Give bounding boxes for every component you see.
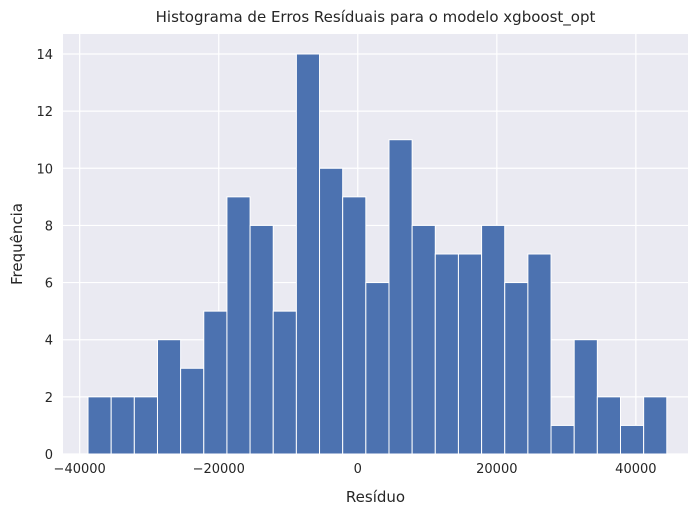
histogram-bar <box>110 396 135 455</box>
x-tick-label: 20000 <box>476 462 517 477</box>
histogram-bar <box>87 396 112 455</box>
y-tick-label: 0 <box>45 448 53 463</box>
y-axis-label: Frequência <box>8 203 26 285</box>
histogram-bar <box>249 224 274 455</box>
y-axis-ticks: 0 2 4 6 8 10 12 14 <box>36 48 53 463</box>
histogram-bar <box>619 424 645 455</box>
histogram-bar <box>272 310 297 455</box>
histogram-bar <box>481 224 506 455</box>
histogram-bar <box>295 53 321 455</box>
histogram-bar <box>156 339 182 455</box>
histogram-bar <box>504 282 529 455</box>
y-tick-label: 8 <box>45 219 53 234</box>
x-axis-ticks: −40000 −20000 0 20000 40000 <box>54 462 657 477</box>
x-tick-label: −40000 <box>54 462 106 477</box>
histogram-bar <box>180 367 205 455</box>
y-tick-label: 2 <box>45 391 53 406</box>
histogram-bar <box>133 396 158 455</box>
histogram-bar <box>457 253 483 455</box>
histogram-bar <box>388 139 413 455</box>
histogram-bar <box>643 396 668 455</box>
histogram-bar <box>434 253 459 455</box>
histogram-bar <box>527 253 552 455</box>
histogram-bar <box>411 224 436 455</box>
y-tick-label: 14 <box>36 48 53 63</box>
histogram-bar <box>319 167 344 455</box>
y-tick-label: 4 <box>45 334 53 349</box>
x-axis-label: Resíduo <box>346 488 405 506</box>
histogram-bar <box>365 282 390 455</box>
y-tick-label: 12 <box>36 105 53 120</box>
histogram-bar <box>226 196 251 455</box>
histogram-bar <box>596 396 621 455</box>
histogram-bars <box>87 53 668 455</box>
x-tick-label: 40000 <box>615 462 656 477</box>
chart-title: Histograma de Erros Resíduais para o mod… <box>156 8 596 27</box>
histogram-bar <box>550 424 575 455</box>
y-tick-label: 6 <box>45 277 53 292</box>
x-tick-label: −20000 <box>193 462 245 477</box>
histogram-bar <box>342 196 367 455</box>
x-tick-label: 0 <box>354 462 362 477</box>
y-tick-label: 10 <box>36 162 53 177</box>
histogram-bar <box>203 310 228 455</box>
histogram-bar <box>573 339 598 455</box>
